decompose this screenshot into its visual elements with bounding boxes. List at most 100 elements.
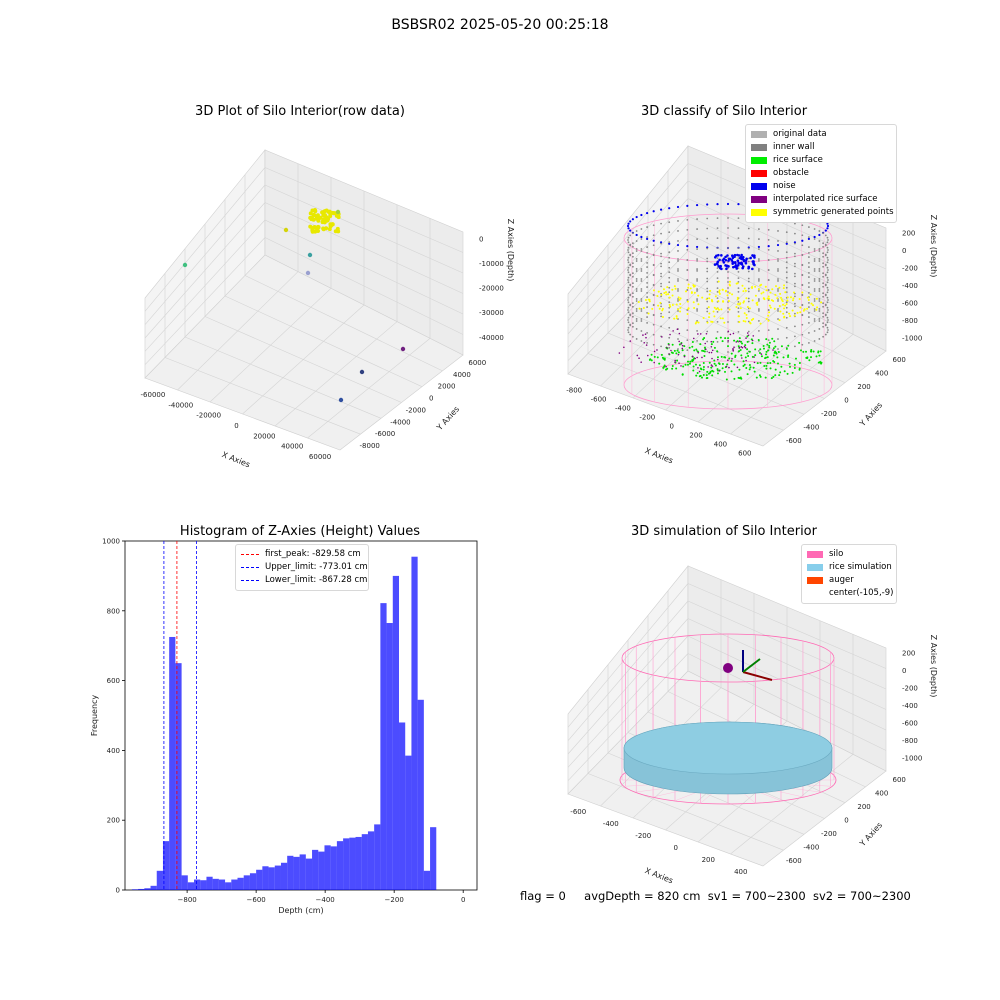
legend-swatch [751,157,767,164]
wall-point [813,238,816,240]
wall-point [822,262,825,265]
symmetric-point [692,284,695,287]
wall-point [785,291,788,294]
rice-surface-point [749,366,752,369]
wall-point [629,284,632,287]
wall-point [640,320,643,322]
rice-surface-point [682,365,685,368]
symmetric-point [754,285,757,288]
symmetric-point [806,296,809,299]
symmetric-point [778,319,781,322]
interpolated-point [653,361,656,364]
wall-point [818,298,821,300]
wall-point [727,247,729,249]
z-tick-label: -200 [902,684,918,692]
symmetric-point [755,302,758,305]
symmetric-point [721,288,724,291]
rice-surface-point [702,338,705,341]
rice-surface-point [817,350,820,353]
rice-surface-point [787,344,790,347]
wall-point [716,277,719,280]
wall-point [646,342,648,344]
symmetric-point [692,301,695,304]
wall-point [818,310,821,312]
wall-point [696,340,698,342]
noise-point [722,257,726,261]
wall-point [629,244,632,247]
wall-point [826,301,829,304]
rice-surface-point [734,355,737,358]
wall-point [794,255,796,258]
interpolated-point [697,351,700,354]
symmetric-point [706,321,709,324]
noise-point [749,256,752,260]
wall-point [747,247,750,250]
symmetric-point [697,321,700,324]
legend-entry: interpolated rice surface [751,193,891,206]
wall-point [646,266,648,268]
wall-point [631,335,634,338]
noise-point [793,241,797,244]
grid-line [730,754,854,855]
wall-point [737,277,740,280]
wall-point [758,248,760,250]
symmetric-point [657,304,660,307]
wall-point [660,275,662,278]
x-tick-label: 600 [738,450,751,458]
rice-surface-point [661,356,664,359]
symmetric-point [801,291,804,294]
symmetric-point [671,288,674,291]
z-tick-label: -800 [902,737,918,745]
rice-surface-point [767,349,770,352]
symmetric-point [745,316,748,319]
symmetric-point [793,291,796,294]
rice-surface-point [774,368,777,371]
symmetric-point [798,297,801,300]
histogram-plot: −800 −600 −400 −200 0 0 200 400 600 800 1000 Depth … [90,538,478,915]
symmetric-point [708,293,711,296]
wall-point [818,240,821,242]
wall-point [794,305,796,308]
histogram-bar [144,888,151,890]
symmetric-point [771,288,774,291]
symmetric-point [736,296,739,299]
symmetric-point [673,317,676,320]
symmetric-point [679,297,682,300]
wall-point [818,288,821,290]
wall-point [677,240,679,242]
rice-surface-point [765,364,768,367]
rice-surface-point [701,349,704,352]
wall-point [822,265,825,268]
wall-point [640,258,643,260]
wall-point [826,291,829,294]
x-tick-label: -20000 [196,412,221,420]
wall-point [813,320,816,322]
symmetric-point [791,299,794,302]
z-tick-label: -800 [902,317,918,325]
rice-surface-point [759,361,762,364]
rice-surface-point [715,337,718,340]
symmetric-point [709,289,712,292]
symmetric-point [757,288,760,291]
noise-point [635,215,638,219]
symmetric-point [686,300,689,303]
noise-point [726,202,730,206]
wall-point [640,268,643,270]
symmetric-point [793,314,796,317]
wall-point [627,331,630,334]
noise-point [635,233,638,237]
wall-point [716,330,719,333]
raw-point [314,214,319,219]
wall-point [777,258,779,260]
histogram-bar [231,879,238,890]
symmetric-point [712,310,715,313]
y-tick-label: 600 [893,356,906,364]
symmetric-point [708,316,711,319]
wall-point [686,339,689,341]
symmetric-point [722,300,725,303]
wall-point [646,316,648,318]
symmetric-point [774,293,777,296]
symmetric-point [728,308,731,311]
legend-entry: inner wall [751,141,891,154]
rice-surface-point [772,375,775,378]
